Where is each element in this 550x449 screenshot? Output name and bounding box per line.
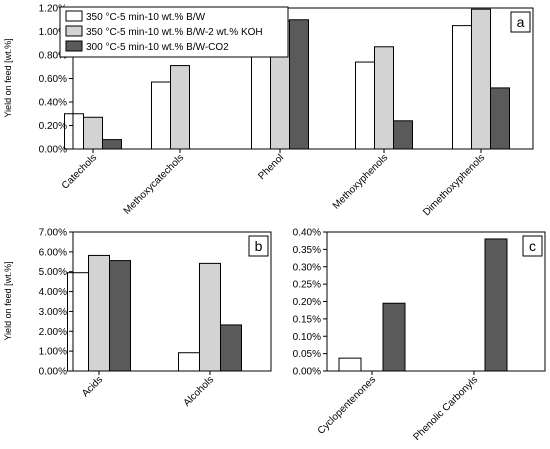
category-label-c: Phenolic Carbonyls bbox=[411, 374, 480, 443]
bar-a-dimethoxyphenols-s2 bbox=[471, 8, 491, 150]
legend-label-2: 350 °C-5 min-10 wt.% B/W-2 wt.% KOH bbox=[86, 27, 263, 38]
legend-label-1: 350 °C-5 min-10 wt.% B/W bbox=[86, 12, 206, 23]
panel-letter-c: c bbox=[529, 238, 536, 254]
bar-b-acids-s1 bbox=[67, 272, 89, 372]
y-tick-label-c: 0.20% bbox=[293, 297, 321, 308]
legend-swatch-2 bbox=[65, 25, 83, 37]
bar-a-methoxyphenols-s1 bbox=[355, 61, 375, 150]
y-tick-label-c: 0.15% bbox=[293, 314, 321, 325]
y-tick-label-a: 0.20% bbox=[39, 121, 67, 132]
category-label-b: Acids bbox=[80, 374, 105, 399]
bar-a-phenol-s3 bbox=[289, 19, 309, 150]
y-tick-label-c: 0.30% bbox=[293, 262, 321, 273]
legend-swatch-1 bbox=[65, 10, 83, 22]
panel-c: 0.00% 0.05% 0.10% 0.15% 0.20% 0.25% 0.30% 0.35%… bbox=[293, 228, 546, 443]
category-label-a: Methoxyphenols bbox=[331, 152, 390, 211]
y-tick-label-b: 6.00% bbox=[39, 247, 67, 258]
bar-b-alcohols-s3 bbox=[220, 324, 242, 372]
bar-a-dimethoxyphenols-s3 bbox=[490, 87, 510, 150]
plot-frame-b bbox=[72, 231, 272, 372]
bar-a-methoxyphenols-s3 bbox=[393, 120, 413, 150]
panel-letter-a: a bbox=[517, 14, 525, 30]
y-axis-title-a: Yield on feed [wt.%] bbox=[3, 38, 13, 117]
y-tick-label-c: 0.00% bbox=[293, 367, 321, 378]
bar-a-methoxycatechols-s1 bbox=[151, 81, 171, 150]
y-tick-label-a: 1.00% bbox=[39, 27, 67, 38]
bar-a-catechols-s1 bbox=[64, 113, 84, 150]
y-tick-label-a: 0.60% bbox=[39, 74, 67, 85]
bar-a-catechols-s2 bbox=[83, 116, 103, 150]
legend-label-3: 300 °C-5 min-10 wt.% B/W-CO2 bbox=[86, 42, 229, 53]
bar-c-cyclopentenones-s1 bbox=[338, 357, 362, 372]
y-tick-label-c: 0.10% bbox=[293, 332, 321, 343]
bar-c-cyclopentenones-s3 bbox=[382, 302, 406, 372]
y-tick-label-b: 5.00% bbox=[39, 267, 67, 278]
bar-a-dimethoxyphenols-s1 bbox=[452, 25, 472, 150]
panel-letter-box-b bbox=[248, 235, 269, 257]
bar-b-alcohols-s1 bbox=[178, 352, 200, 372]
category-label-a: Phenol bbox=[256, 152, 286, 182]
legend-swatch-3 bbox=[65, 40, 83, 52]
y-tick-label-b: 3.00% bbox=[39, 307, 67, 318]
y-axis-title-b: Yield on feed [wt.%] bbox=[3, 261, 13, 340]
bar-a-methoxyphenols-s2 bbox=[374, 46, 394, 150]
panel-letter-b: b bbox=[255, 238, 263, 254]
bar-c-phenolic-carbonyls-s3 bbox=[484, 238, 508, 372]
bar-a-methoxycatechols-s2 bbox=[170, 65, 190, 150]
y-tick-label-b: 7.00% bbox=[39, 228, 67, 239]
plot-frame-c bbox=[326, 231, 546, 372]
bar-b-acids-s2 bbox=[88, 254, 110, 372]
legend: 350 °C-5 min-10 wt.% B/W 350 °C-5 min-10 … bbox=[59, 6, 289, 58]
category-label-b: Alcohols bbox=[182, 374, 217, 409]
y-tick-label-c: 0.25% bbox=[293, 280, 321, 291]
bar-b-alcohols-s2 bbox=[199, 262, 221, 372]
y-tick-label-b: 1.00% bbox=[39, 347, 67, 358]
category-label-c: Cyclopentenones bbox=[316, 374, 378, 436]
y-tick-label-b: 0.00% bbox=[39, 367, 67, 378]
bar-a-catechols-s3 bbox=[102, 139, 122, 150]
y-tick-label-a: 1.20% bbox=[39, 4, 67, 15]
panel-letter-box-a bbox=[510, 11, 531, 33]
y-tick-label-c: 0.40% bbox=[293, 228, 321, 239]
y-tick-label-a: 0.00% bbox=[39, 145, 67, 156]
y-tick-label-a: 0.80% bbox=[39, 51, 67, 62]
category-label-a: Methoxycatechols bbox=[122, 152, 186, 216]
y-tick-label-b: 4.00% bbox=[39, 287, 67, 298]
category-label-a: Catechols bbox=[60, 152, 99, 191]
category-label-a: Dimethoxyphenols bbox=[421, 152, 487, 218]
y-tick-label-c: 0.05% bbox=[293, 349, 321, 360]
bar-b-acids-s3 bbox=[109, 260, 131, 372]
y-tick-label-b: 2.00% bbox=[39, 327, 67, 338]
y-tick-label-a: 0.40% bbox=[39, 98, 67, 109]
legend-frame bbox=[59, 6, 289, 58]
panel-letter-box-c bbox=[522, 235, 543, 257]
y-tick-label-c: 0.35% bbox=[293, 245, 321, 256]
panel-b: 0.00% 1.00% 2.00% 3.00% 4.00% 5.00% 6.00% 7.00%… bbox=[3, 228, 272, 409]
